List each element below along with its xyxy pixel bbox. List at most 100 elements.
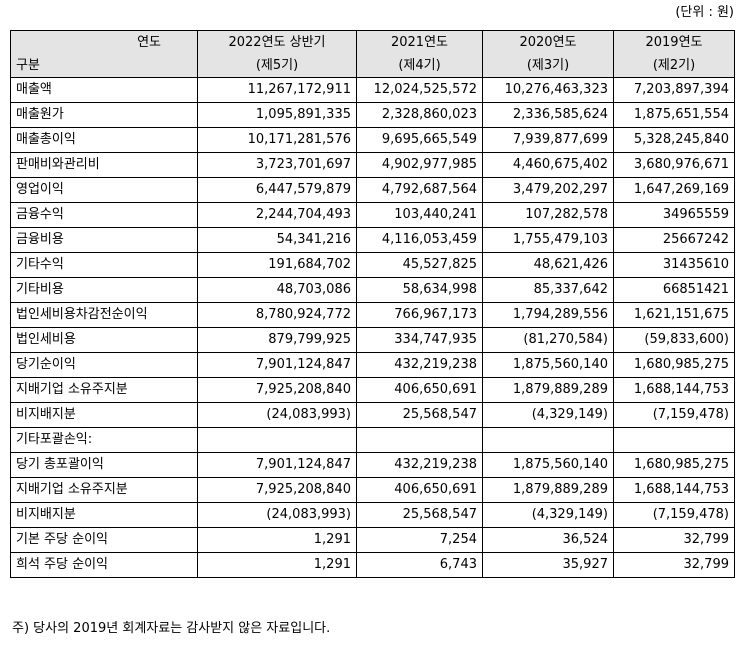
table-row: 지배기업 소유주지분 7,925,208,840 406,650,691 1,879,… (10, 377, 735, 403)
value-cell: 7,939,877,699 (482, 127, 614, 153)
row-label: 기본 주당 순이익 (10, 527, 198, 553)
table-row: 금융비용 54,341,216 4,116,053,459 1,755,479,103… (10, 227, 735, 253)
value-cell: 4,460,675,402 (482, 152, 614, 178)
header-row-years: 연도 2022연도 상반기 2021연도 2020연도 2019연도 (10, 30, 735, 54)
value-cell: 766,967,173 (356, 302, 483, 328)
header-corner-category: 구분 (10, 54, 198, 78)
row-label: 비지배지분 (10, 402, 198, 428)
financial-summary-table: 연도 2022연도 상반기 2021연도 2020연도 2019연도 구분 (제… (10, 30, 735, 578)
value-cell: 9,695,665,549 (356, 127, 483, 153)
value-cell: 8,780,924,772 (197, 302, 357, 328)
value-cell: 1,879,889,289 (482, 377, 614, 403)
table-row: 비지배지분 (24,083,993) 25,568,547 (4,329,149) (7… (10, 402, 735, 428)
value-cell: 12,024,525,572 (356, 77, 483, 103)
value-cell: 85,337,642 (482, 277, 614, 303)
value-cell: 432,219,238 (356, 452, 483, 478)
row-label: 금융수익 (10, 202, 198, 228)
value-cell: (4,329,149) (482, 402, 614, 428)
value-cell: 1,095,891,335 (197, 102, 357, 128)
value-cell: 7,925,208,840 (197, 377, 357, 403)
value-cell: 103,440,241 (356, 202, 483, 228)
value-cell: 2,336,585,624 (482, 102, 614, 128)
row-label: 법인세비용 (10, 327, 198, 353)
value-cell: 1,875,560,140 (482, 452, 614, 478)
value-cell (613, 427, 735, 453)
value-cell: 45,527,825 (356, 252, 483, 278)
table-row: 지배기업 소유주지분 7,925,208,840 406,650,691 1,879,… (10, 477, 735, 503)
value-cell: 879,799,925 (197, 327, 357, 353)
row-label: 당기순이익 (10, 352, 198, 378)
row-label: 기타수익 (10, 252, 198, 278)
value-cell: 4,116,053,459 (356, 227, 483, 253)
value-cell: 48,703,086 (197, 277, 357, 303)
header-period-year: 2022연도 상반기 (197, 30, 357, 54)
value-cell: 432,219,238 (356, 352, 483, 378)
value-cell: 66851421 (613, 277, 735, 303)
value-cell: 4,792,687,564 (356, 177, 483, 203)
value-cell: 3,479,202,297 (482, 177, 614, 203)
header-period-year: 2020연도 (482, 30, 614, 54)
value-cell: 1,621,151,675 (613, 302, 735, 328)
header-period-year: 2019연도 (613, 30, 735, 54)
table-row: 법인세비용 879,799,925 334,747,935 (81,270,584)(… (10, 327, 735, 353)
value-cell: 6,743 (356, 552, 483, 578)
value-cell: 34965559 (613, 202, 735, 228)
value-cell: 5,328,245,840 (613, 127, 735, 153)
header-row-terms: 구분 (제5기) (제4기) (제3기) (제2기) (10, 54, 735, 78)
value-cell: 1,794,289,556 (482, 302, 614, 328)
table-row: 비지배지분 (24,083,993) 25,568,547 (4,329,149) (7… (10, 502, 735, 528)
value-cell: 2,244,704,493 (197, 202, 357, 228)
table-row: 당기 총포괄이익 7,901,124,847 432,219,238 1,875,56… (10, 452, 735, 478)
value-cell: (81,270,584) (482, 327, 614, 353)
value-cell: 36,524 (482, 527, 614, 553)
value-cell: 7,254 (356, 527, 483, 553)
value-cell: 1,680,985,275 (613, 452, 735, 478)
row-label: 비지배지분 (10, 502, 198, 528)
row-label: 판매비와관리비 (10, 152, 198, 178)
value-cell: 1,291 (197, 527, 357, 553)
value-cell: 406,650,691 (356, 477, 483, 503)
value-cell: 406,650,691 (356, 377, 483, 403)
table-row: 기타비용 48,703,086 58,634,998 85,337,642 668514… (10, 277, 735, 303)
value-cell: (24,083,993) (197, 502, 357, 528)
value-cell: 1,688,144,753 (613, 477, 735, 503)
value-cell: 10,171,281,576 (197, 127, 357, 153)
table-row: 매출액 11,267,172,911 12,024,525,572 10,276,46… (10, 77, 735, 103)
value-cell: 6,447,579,879 (197, 177, 357, 203)
value-cell: 54,341,216 (197, 227, 357, 253)
value-cell: 1,647,269,169 (613, 177, 735, 203)
row-label: 기타비용 (10, 277, 198, 303)
header-period-year: 2021연도 (356, 30, 483, 54)
value-cell: 7,901,124,847 (197, 352, 357, 378)
value-cell: (7,159,478) (613, 402, 735, 428)
value-cell: 3,680,976,671 (613, 152, 735, 178)
value-cell: 7,925,208,840 (197, 477, 357, 503)
value-cell (197, 427, 357, 453)
table-row: 영업이익 6,447,579,879 4,792,687,564 3,479,202,… (10, 177, 735, 203)
value-cell (482, 427, 614, 453)
header-corner-year: 연도 (10, 30, 198, 54)
table-row: 기타포괄손익: (10, 427, 735, 453)
value-cell: 3,723,701,697 (197, 152, 357, 178)
table-row: 금융수익 2,244,704,493 103,440,241 107,282,578 3… (10, 202, 735, 228)
header-period-term: (제3기) (482, 54, 614, 78)
value-cell: 1,680,985,275 (613, 352, 735, 378)
table-row: 당기순이익 7,901,124,847 432,219,238 1,875,560,1… (10, 352, 735, 378)
table-row: 기타수익 191,684,702 45,527,825 48,621,426 31435… (10, 252, 735, 278)
table-row: 희석 주당 순이익 1,291 6,743 35,927 32,799 (10, 552, 735, 578)
table-row: 법인세비용차감전순이익 8,780,924,772 766,967,173 1,794… (10, 302, 735, 328)
value-cell: 1,755,479,103 (482, 227, 614, 253)
value-cell: 32,799 (613, 527, 735, 553)
row-label: 당기 총포괄이익 (10, 452, 198, 478)
header-period-term: (제4기) (356, 54, 483, 78)
row-label: 기타포괄손익: (10, 427, 198, 453)
value-cell: 7,203,897,394 (613, 77, 735, 103)
row-label: 매출총이익 (10, 127, 198, 153)
value-cell: (59,833,600) (613, 327, 735, 353)
value-cell: 10,276,463,323 (482, 77, 614, 103)
table-row: 매출원가 1,095,891,335 2,328,860,023 2,336,585,… (10, 102, 735, 128)
value-cell: (4,329,149) (482, 502, 614, 528)
financial-table-container: 연도 2022연도 상반기 2021연도 2020연도 2019연도 구분 (제… (10, 30, 735, 578)
value-cell: 25,568,547 (356, 402, 483, 428)
value-cell: 1,879,889,289 (482, 477, 614, 503)
